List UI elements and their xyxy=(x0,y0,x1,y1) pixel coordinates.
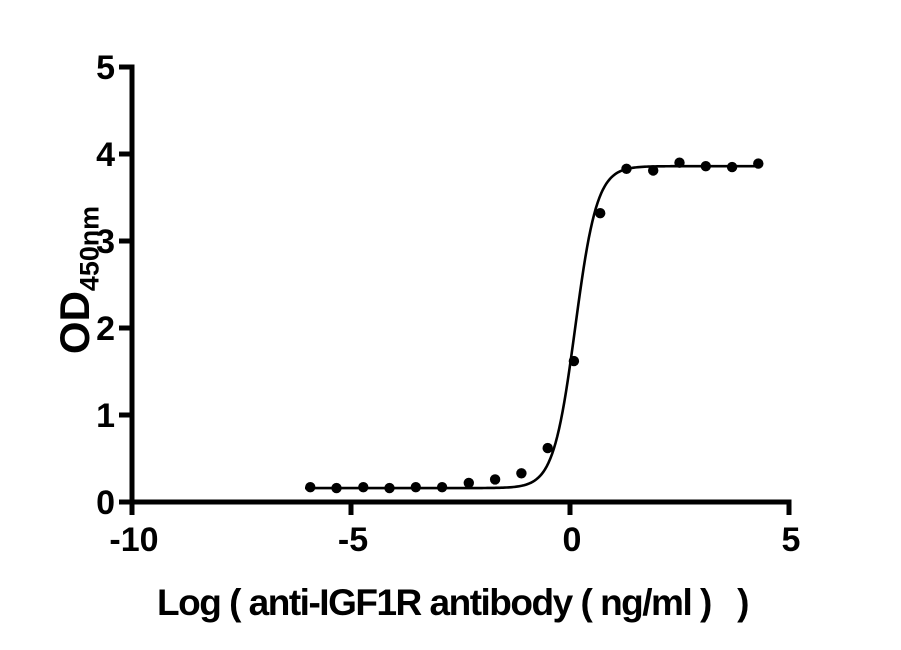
data-point xyxy=(621,163,632,174)
x-tick-label: -5 xyxy=(338,521,368,559)
data-point xyxy=(489,474,501,485)
data-point xyxy=(648,165,659,176)
data-point xyxy=(542,442,553,454)
axis-ticks xyxy=(119,64,792,515)
y-axis-title: OD450nm xyxy=(49,130,105,430)
x-tick-label: 5 xyxy=(782,521,801,559)
x-tick-label: -10 xyxy=(109,521,158,559)
y-tick-label: 4 xyxy=(96,136,115,174)
data-point xyxy=(753,158,764,169)
data-point xyxy=(384,482,395,494)
y-tick-label: 5 xyxy=(96,49,115,87)
x-tick-label: 0 xyxy=(563,521,582,559)
y-axis-title-main: OD xyxy=(51,291,98,355)
data-point xyxy=(700,161,711,172)
fit-curve xyxy=(305,164,758,490)
data-point xyxy=(674,157,685,168)
data-point xyxy=(463,477,474,489)
y-tick-label: 2 xyxy=(96,310,115,348)
y-tick-label: 3 xyxy=(96,223,115,261)
axes xyxy=(129,64,792,505)
data-points xyxy=(305,157,764,494)
y-tick-label: 1 xyxy=(96,397,115,435)
data-point xyxy=(410,482,421,493)
y-axis-title-subscript: 450nm xyxy=(74,205,105,292)
data-point xyxy=(436,482,448,493)
axis-tick-labels: -10 -5 0 5 0 1 2 3 4 5 xyxy=(96,49,800,559)
data-point xyxy=(331,482,342,494)
data-point xyxy=(595,208,606,219)
data-point xyxy=(305,482,316,493)
data-point xyxy=(358,482,369,493)
y-tick-label: 0 xyxy=(96,484,115,522)
data-point xyxy=(568,355,580,367)
data-point xyxy=(516,468,527,479)
x-axis-title: Log ( anti-IGF1R antibody ( ng/ml ) ) xyxy=(157,582,750,623)
data-point xyxy=(726,161,738,173)
